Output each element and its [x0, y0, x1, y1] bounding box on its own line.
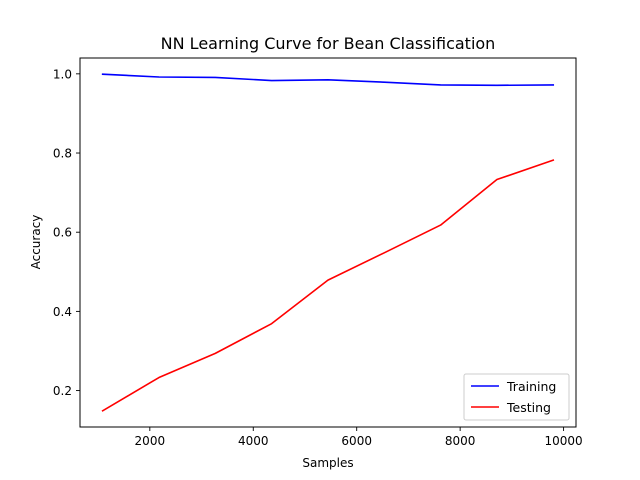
x-axis-label: Samples	[302, 456, 353, 470]
y-tick-label: 0.4	[53, 305, 72, 319]
chart-title: NN Learning Curve for Bean Classificatio…	[161, 34, 496, 53]
y-tick-label: 0.8	[53, 147, 72, 161]
y-tick-label: 0.6	[53, 226, 72, 240]
x-tick-label: 2000	[135, 434, 166, 448]
y-tick-label: 0.2	[53, 384, 72, 398]
x-tick-label: 4000	[238, 434, 269, 448]
axes-frame	[79, 57, 577, 428]
x-tick-label: 10000	[544, 434, 582, 448]
y-tick-label: 1.0	[53, 67, 72, 81]
legend-label-training: Training	[506, 379, 556, 394]
axis-ticks: 2000 4000 6000 8000 10000 0.2 0.4 0.6 0.8 1.0	[53, 67, 583, 448]
legend-label-testing: Testing	[506, 400, 551, 415]
x-tick-label: 8000	[445, 434, 476, 448]
x-tick-label: 6000	[341, 434, 372, 448]
legend: Training Testing	[463, 373, 570, 421]
plot-area	[101, 73, 555, 412]
y-axis-label: Accuracy	[29, 215, 43, 270]
